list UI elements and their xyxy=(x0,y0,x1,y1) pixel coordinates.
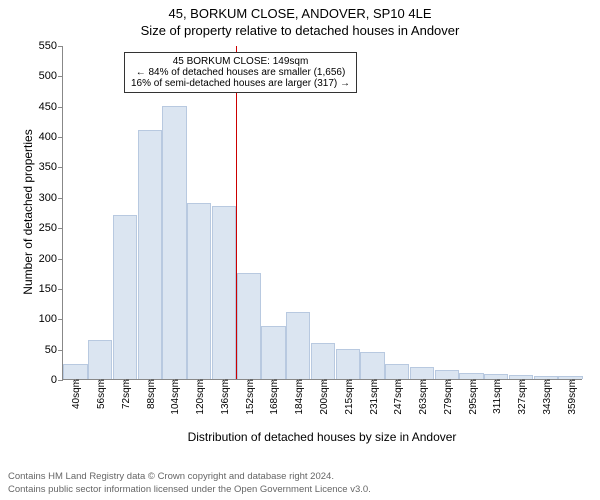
x-tick-mark xyxy=(447,379,448,384)
x-tick-mark xyxy=(100,379,101,384)
x-tick-label: 359sqm xyxy=(567,379,578,415)
x-tick-label: 295sqm xyxy=(468,379,479,415)
x-tick-label: 231sqm xyxy=(369,379,380,415)
x-tick-label: 263sqm xyxy=(418,379,429,415)
x-tick-label: 56sqm xyxy=(96,379,107,409)
histogram-bar xyxy=(435,370,459,379)
x-tick-mark xyxy=(323,379,324,384)
x-tick-mark xyxy=(521,379,522,384)
x-tick-mark xyxy=(373,379,374,384)
x-tick-mark xyxy=(422,379,423,384)
x-tick-label: 88sqm xyxy=(146,379,157,409)
annotation-box: 45 BORKUM CLOSE: 149sqm ← 84% of detache… xyxy=(124,52,357,93)
x-tick-label: 40sqm xyxy=(71,379,82,409)
histogram-bar xyxy=(360,352,384,379)
x-tick-mark xyxy=(75,379,76,384)
x-tick-mark xyxy=(249,379,250,384)
x-tick-label: 152sqm xyxy=(245,379,256,415)
y-tick-mark xyxy=(58,259,63,260)
x-tick-label: 200sqm xyxy=(319,379,330,415)
histogram-bar xyxy=(138,130,162,379)
y-axis-label: Number of detached properties xyxy=(21,112,35,312)
y-tick-mark xyxy=(58,167,63,168)
x-tick-mark xyxy=(348,379,349,384)
x-tick-mark xyxy=(546,379,547,384)
y-tick-mark xyxy=(58,319,63,320)
y-tick-mark xyxy=(58,46,63,47)
x-tick-label: 72sqm xyxy=(121,379,132,409)
x-tick-label: 120sqm xyxy=(195,379,206,415)
x-tick-mark xyxy=(496,379,497,384)
x-tick-label: 343sqm xyxy=(542,379,553,415)
y-tick-mark xyxy=(58,380,63,381)
annotation-line-3: 16% of semi-detached houses are larger (… xyxy=(131,78,350,89)
footer-line-2: Contains public sector information licen… xyxy=(8,484,592,496)
x-tick-mark xyxy=(125,379,126,384)
annotation-line-1: 45 BORKUM CLOSE: 149sqm xyxy=(131,56,350,67)
x-tick-mark xyxy=(273,379,274,384)
x-tick-mark xyxy=(150,379,151,384)
x-tick-mark xyxy=(298,379,299,384)
x-tick-mark xyxy=(397,379,398,384)
x-tick-label: 279sqm xyxy=(443,379,454,415)
x-tick-label: 247sqm xyxy=(393,379,404,415)
histogram-bar xyxy=(336,349,360,379)
page-title-1: 45, BORKUM CLOSE, ANDOVER, SP10 4LE xyxy=(0,0,600,21)
page-title-2: Size of property relative to detached ho… xyxy=(0,21,600,38)
x-tick-label: 104sqm xyxy=(170,379,181,415)
y-tick-mark xyxy=(58,198,63,199)
x-tick-label: 327sqm xyxy=(517,379,528,415)
histogram-bar xyxy=(311,343,335,379)
chart-plot-area: 05010015020025030035040045050055040sqm56… xyxy=(62,46,582,380)
x-tick-label: 184sqm xyxy=(294,379,305,415)
x-tick-mark xyxy=(472,379,473,384)
histogram-bar xyxy=(385,364,409,379)
y-tick-mark xyxy=(58,350,63,351)
x-tick-label: 215sqm xyxy=(344,379,355,415)
histogram-bar xyxy=(286,312,310,379)
annotation-line-2: ← 84% of detached houses are smaller (1,… xyxy=(131,67,350,78)
histogram-bar xyxy=(212,206,236,379)
footer-attribution: Contains HM Land Registry data © Crown c… xyxy=(8,471,592,496)
x-tick-mark xyxy=(199,379,200,384)
histogram-bar xyxy=(187,203,211,379)
x-tick-label: 311sqm xyxy=(492,379,503,414)
footer-line-1: Contains HM Land Registry data © Crown c… xyxy=(8,471,592,483)
x-tick-mark xyxy=(174,379,175,384)
histogram-bar xyxy=(113,215,137,379)
y-tick-mark xyxy=(58,289,63,290)
y-tick-mark xyxy=(58,228,63,229)
reference-line xyxy=(236,46,237,379)
x-tick-mark xyxy=(571,379,572,384)
histogram-bar xyxy=(261,326,285,379)
x-tick-label: 136sqm xyxy=(220,379,231,415)
y-tick-mark xyxy=(58,137,63,138)
x-tick-label: 168sqm xyxy=(269,379,280,415)
y-tick-mark xyxy=(58,107,63,108)
histogram-bar xyxy=(410,367,434,379)
histogram-bar xyxy=(237,273,261,379)
y-tick-mark xyxy=(58,76,63,77)
x-tick-mark xyxy=(224,379,225,384)
histogram-bar xyxy=(63,364,87,379)
x-axis-label: Distribution of detached houses by size … xyxy=(62,430,582,444)
histogram-bar xyxy=(88,340,112,379)
histogram-bar xyxy=(162,106,186,379)
